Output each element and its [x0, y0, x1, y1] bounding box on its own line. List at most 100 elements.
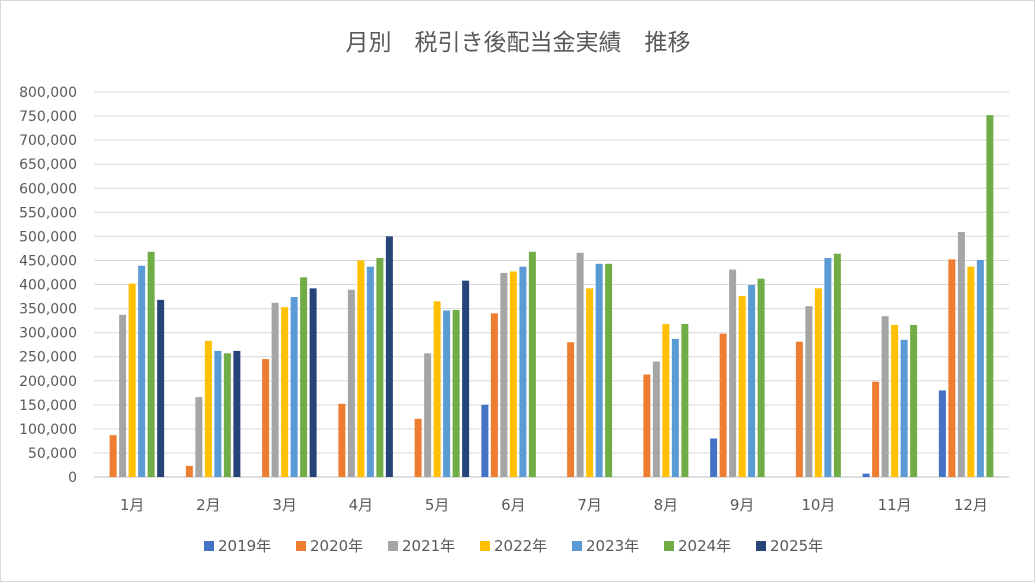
bar-9月-2019年	[710, 438, 718, 477]
bar-5月-2022年	[433, 301, 441, 477]
bar-12月-2020年	[948, 259, 956, 477]
legend-label: 2021年	[402, 537, 455, 555]
y-tick-label: 300,000	[19, 326, 77, 342]
bar-9月-2024年	[757, 278, 765, 477]
legend-swatch	[388, 541, 398, 551]
y-tick-label: 600,000	[19, 181, 77, 197]
bar-1月-2021年	[119, 314, 127, 477]
legend-swatch	[756, 541, 766, 551]
y-tick-label: 700,000	[19, 133, 77, 149]
bar-2月-2021年	[195, 397, 203, 477]
bar-1月-2022年	[128, 283, 136, 477]
y-tick-label: 50,000	[28, 446, 77, 462]
bar-8月-2024年	[681, 323, 689, 477]
x-tick-label: 12月	[954, 496, 988, 514]
bar-4月-2023年	[366, 266, 374, 477]
x-tick-label: 8月	[654, 496, 679, 514]
x-tick-label: 1月	[120, 496, 145, 514]
y-tick-label: 800,000	[19, 85, 77, 101]
bar-6月-2021年	[500, 272, 508, 477]
bar-12月-2023年	[976, 259, 984, 477]
bar-4月-2020年	[338, 403, 346, 477]
bar-11月-2022年	[891, 324, 899, 477]
y-tick-label: 250,000	[19, 350, 77, 366]
bar-10月-2024年	[833, 253, 841, 477]
legend-label: 2020年	[310, 537, 363, 555]
bar-2月-2023年	[214, 350, 222, 477]
bar-11月-2021年	[881, 316, 889, 477]
bar-5月-2024年	[452, 310, 460, 477]
x-tick-label: 5月	[425, 496, 450, 514]
bar-11月-2020年	[872, 381, 880, 477]
y-tick-label: 200,000	[19, 374, 77, 390]
y-tick-label: 650,000	[19, 157, 77, 173]
bar-8月-2023年	[671, 338, 679, 477]
bar-6月-2023年	[519, 266, 527, 477]
x-tick-label: 6月	[501, 496, 526, 514]
x-tick-label: 9月	[730, 496, 755, 514]
y-tick-label: 100,000	[19, 422, 77, 438]
bar-1月-2024年	[147, 251, 155, 477]
bar-2月-2024年	[223, 353, 231, 477]
bar-10月-2020年	[795, 341, 803, 477]
bar-3月-2025年	[309, 288, 317, 477]
legend-label: 2022年	[494, 537, 547, 555]
gridlines	[94, 91, 1009, 478]
bar-7月-2023年	[595, 263, 603, 477]
bar-5月-2021年	[424, 353, 432, 477]
legend: 2019年 2020年 2021年 2022年 2023年 2024年 2025年	[204, 537, 823, 555]
bar-5月-2020年	[414, 418, 422, 477]
legend-label: 2024年	[678, 537, 731, 555]
bar-1月-2020年	[109, 435, 117, 477]
bar-12月-2019年	[938, 390, 946, 477]
bar-4月-2024年	[376, 258, 384, 477]
bar-1月-2023年	[138, 265, 146, 477]
y-axis: 0 50,000 100,000 150,000 200,000 250,000 300,0…	[19, 85, 77, 486]
bar-4月-2021年	[347, 289, 355, 477]
x-tick-label: 11月	[878, 496, 912, 514]
bar-6月-2024年	[528, 251, 536, 477]
bar-2月-2025年	[233, 350, 241, 477]
bar-9月-2021年	[729, 269, 737, 477]
bar-7月-2022年	[586, 288, 594, 477]
bar-12月-2021年	[957, 232, 965, 477]
bar-4月-2022年	[357, 260, 365, 477]
y-tick-label: 450,000	[19, 253, 77, 269]
legend-label: 2023年	[586, 537, 639, 555]
y-tick-label: 0	[68, 470, 77, 486]
bar-7月-2024年	[605, 263, 613, 477]
bar-11月-2023年	[900, 339, 908, 477]
chart-title: 月別 税引き後配当金実績 推移	[346, 30, 691, 56]
y-tick-label: 750,000	[19, 109, 77, 125]
bar-6月-2019年	[481, 404, 489, 477]
bars	[109, 115, 994, 477]
y-tick-label: 400,000	[19, 278, 77, 294]
bar-6月-2020年	[490, 313, 498, 477]
bar-3月-2020年	[262, 359, 270, 477]
y-tick-label: 500,000	[19, 229, 77, 245]
x-axis: 1月 2月 3月 4月 5月 6月 7月 8月 9月 10月 11月 12月	[120, 496, 988, 514]
x-tick-label: 10月	[801, 496, 835, 514]
bar-9月-2020年	[719, 333, 727, 477]
legend-label: 2019年	[218, 537, 271, 555]
bar-3月-2023年	[290, 297, 298, 477]
bar-12月-2022年	[967, 266, 975, 477]
bar-9月-2023年	[748, 284, 756, 477]
x-tick-label: 4月	[349, 496, 374, 514]
legend-swatch	[296, 541, 306, 551]
bar-7月-2020年	[567, 342, 575, 477]
bar-3月-2022年	[281, 307, 289, 477]
legend-label: 2025年	[770, 537, 823, 555]
legend-swatch	[572, 541, 582, 551]
x-tick-label: 7月	[577, 496, 602, 514]
bar-6月-2022年	[509, 271, 517, 477]
bar-11月-2019年	[862, 473, 870, 477]
bar-3月-2021年	[271, 302, 279, 477]
legend-swatch	[204, 541, 214, 551]
bar-10月-2023年	[824, 258, 832, 477]
legend-swatch	[664, 541, 674, 551]
bar-1月-2025年	[157, 299, 165, 477]
bar-10月-2022年	[814, 288, 822, 477]
